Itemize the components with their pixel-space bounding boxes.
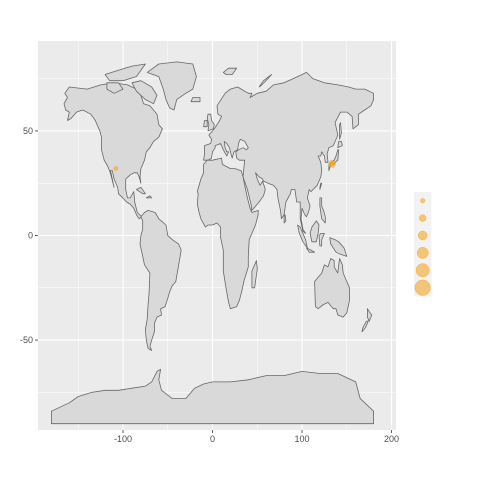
land-ireland: [203, 120, 208, 128]
land-philippines: [319, 197, 326, 224]
legend-size-marker: [414, 279, 431, 296]
x-tick-label: 0: [210, 434, 215, 444]
size-legend: [410, 192, 434, 297]
land-australia: [314, 258, 350, 318]
land-hokkaido: [337, 141, 343, 149]
land-layer: [51, 61, 374, 425]
land-greenland: [146, 61, 197, 111]
land-antarctica: [51, 368, 374, 425]
legend-size-marker: [420, 198, 426, 204]
data-point: [113, 166, 119, 171]
land-south-america: [139, 210, 182, 351]
land-north-america: [63, 82, 163, 220]
land-borneo: [309, 220, 320, 243]
land-java: [306, 247, 315, 253]
land-victoria-island: [106, 82, 124, 94]
legend-size-marker: [415, 263, 430, 278]
land-baffin: [131, 80, 158, 105]
land-new-guinea: [329, 237, 348, 257]
axes-layer: -100 0 100 200 -50 0 50: [20, 126, 399, 444]
land-novaya-zemlya: [258, 74, 272, 88]
land-new-zealand-north: [367, 308, 373, 322]
land-africa: [196, 157, 259, 310]
y-tick-label: 0: [28, 231, 33, 241]
land-sakhalin: [339, 122, 342, 140]
land-eurasia: [203, 72, 374, 234]
land-sulawesi: [318, 233, 325, 247]
data-point: [331, 161, 337, 166]
land-iceland: [190, 97, 201, 103]
land-hispaniola: [145, 195, 153, 199]
land-arctic-islands: [104, 63, 146, 82]
land-new-zealand-south: [361, 320, 369, 333]
y-tick-label: -50: [20, 335, 33, 345]
legend-size-marker: [418, 230, 428, 241]
land-svalbard: [222, 67, 238, 75]
land-taiwan: [319, 182, 323, 190]
points-layer: [113, 160, 337, 171]
x-tick-label: 200: [384, 434, 399, 444]
x-tick-label: 100: [295, 434, 310, 444]
land-great-britain: [206, 113, 215, 132]
land-sri-lanka: [283, 214, 287, 224]
legend-size-marker: [419, 214, 427, 222]
x-tick-label: -100: [114, 434, 132, 444]
legend-size-marker: [416, 247, 429, 259]
land-madagascar: [251, 260, 258, 289]
y-tick-label: 50: [23, 126, 33, 136]
land-cuba: [136, 187, 146, 195]
